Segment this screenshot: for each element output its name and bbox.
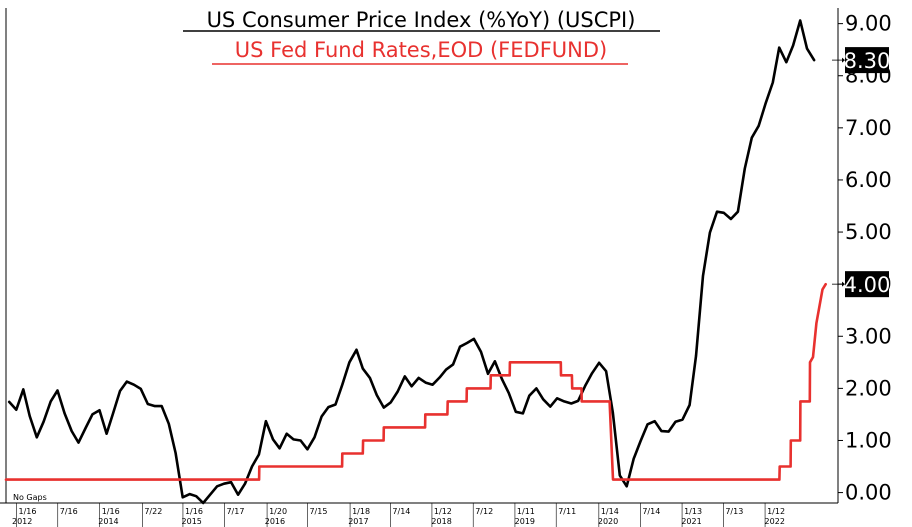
- cpi-series-line: [7, 19, 816, 505]
- x-tick-label: 1/18: [352, 507, 370, 516]
- fed-funds-series-line: [4, 282, 827, 481]
- x-tick-label: 7/12: [475, 507, 493, 516]
- series-layer: [4, 19, 827, 505]
- x-year-label: 2017: [348, 517, 368, 526]
- x-year-label: 2014: [98, 517, 118, 526]
- y-tick-label: 2.00: [845, 376, 892, 400]
- x-tick-label: 7/16: [60, 507, 78, 516]
- no-gaps-note: No Gaps: [13, 493, 47, 502]
- x-tick-label: 1/13: [684, 507, 702, 516]
- x-year-label: 2021: [681, 517, 701, 526]
- x-tick-label: 1/14: [601, 507, 619, 516]
- last-value-arrow: [842, 281, 845, 287]
- last-value-arrow: [842, 57, 845, 63]
- x-year-label: 2016: [265, 517, 285, 526]
- y-tick-label: 1.00: [845, 428, 892, 452]
- x-tick-label: 7/11: [558, 507, 576, 516]
- chart-title: US Consumer Price Index (%YoY) (USCPI): [207, 8, 636, 32]
- last-value-box: [845, 271, 889, 298]
- x-tick-label: 1/11: [517, 507, 535, 516]
- label-layer: 8.30 4.00: [832, 47, 891, 298]
- x-tick-label: 7/14: [392, 507, 410, 516]
- chart-subtitle: US Fed Fund Rates,EOD (FEDFUND): [235, 38, 607, 62]
- y-tick-label: 7.00: [845, 116, 892, 140]
- y-tick-label: 6.00: [845, 168, 892, 192]
- x-tick-label: 1/12: [767, 507, 785, 516]
- x-year-label: 2012: [12, 517, 32, 526]
- x-year-label: 2019: [515, 517, 535, 526]
- y-tick-label: 5.00: [845, 220, 892, 244]
- y-tick-label: 9.00: [845, 12, 892, 36]
- x-year-label: 2022: [765, 517, 785, 526]
- x-tick-label: 1/16: [18, 507, 36, 516]
- last-value-label: 4.00: [844, 273, 891, 297]
- x-tick-label: 7/13: [725, 507, 743, 516]
- y-tick-label: 0.00: [845, 481, 892, 505]
- y-tick-label: 3.00: [845, 324, 892, 348]
- x-year-label: 2018: [431, 517, 451, 526]
- x-tick-label: 7/22: [144, 507, 162, 516]
- last-value-box: [845, 47, 889, 74]
- x-tick-label: 1/16: [102, 507, 120, 516]
- last-value-label: 8.30: [844, 49, 891, 73]
- x-year-label: 2020: [598, 517, 618, 526]
- x-year-label: 2015: [182, 517, 202, 526]
- x-tick-label: 1/20: [269, 507, 287, 516]
- x-tick-label: 7/15: [309, 507, 327, 516]
- x-tick-label: 1/16: [185, 507, 203, 516]
- x-tick-label: 1/12: [434, 507, 452, 516]
- x-tick-label: 7/17: [226, 507, 244, 516]
- x-tick-label: 7/14: [642, 507, 660, 516]
